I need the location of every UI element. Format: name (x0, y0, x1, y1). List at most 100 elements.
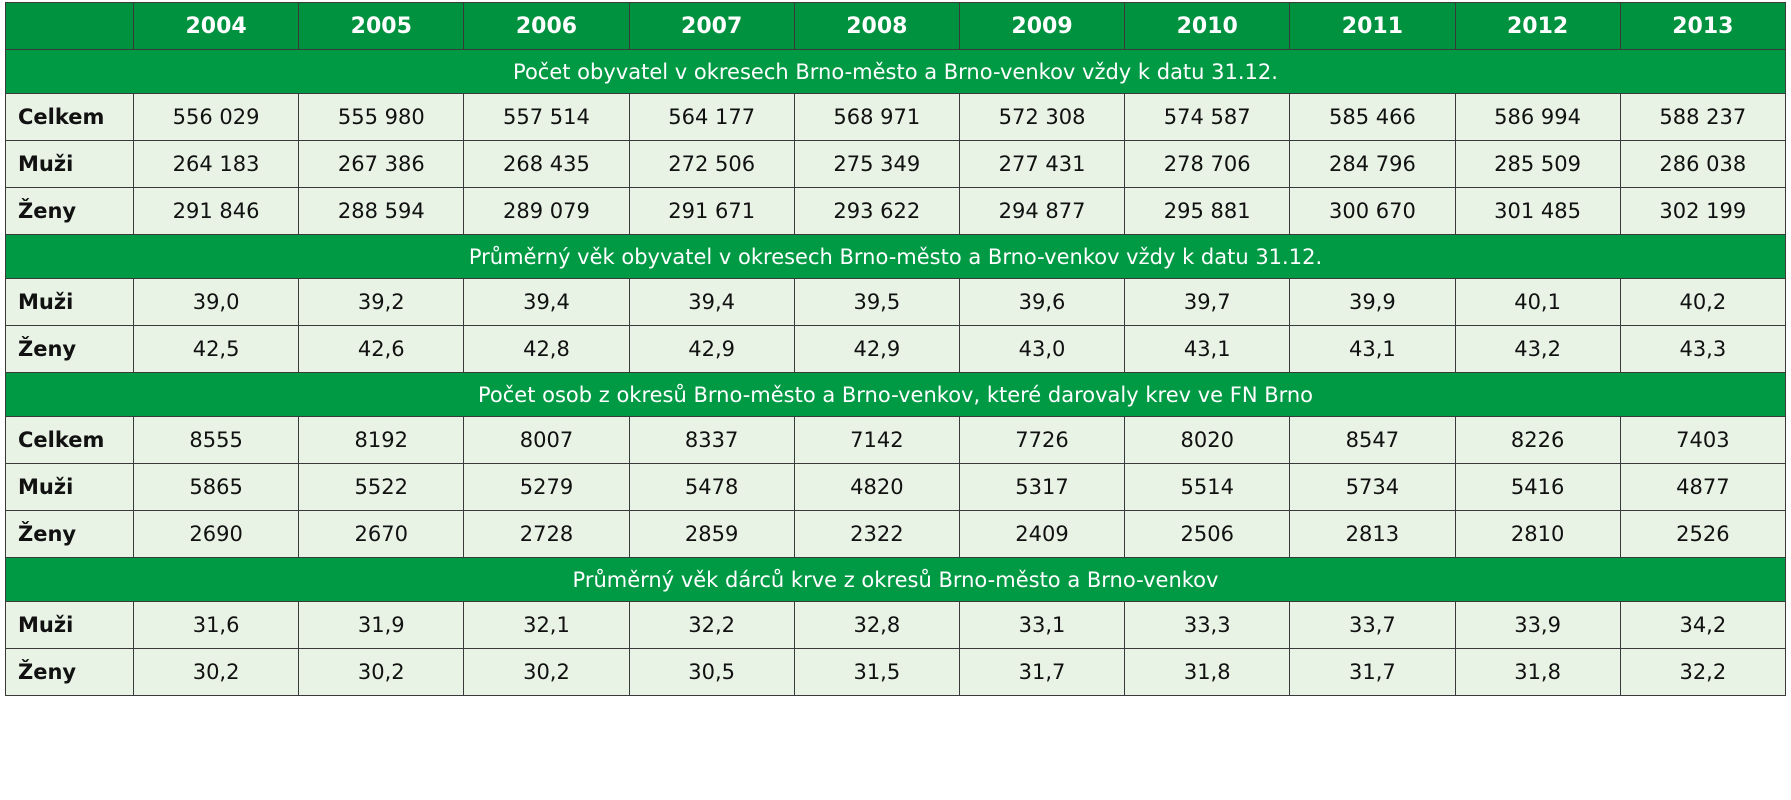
value-cell: 278 706 (1124, 140, 1291, 188)
value-cell: 555 980 (298, 93, 465, 141)
value-cell: 5279 (463, 463, 630, 511)
year-header: 2008 (793, 2, 960, 50)
data-row: Muži 5865 5522 5279 5478 4820 5317 5514 5734 5416… (5, 463, 1787, 511)
value-cell: 43,3 (1619, 325, 1787, 373)
section-title: Počet osob z okresů Brno-město a Brno-ve… (5, 372, 1786, 417)
corner-cell (5, 2, 134, 50)
value-cell: 32,2 (628, 601, 795, 649)
row-label: Muži (5, 140, 134, 188)
value-cell: 32,2 (1619, 648, 1787, 696)
value-cell: 39,9 (1289, 278, 1456, 326)
value-cell: 32,1 (463, 601, 630, 649)
row-label: Ženy (5, 510, 134, 558)
year-header: 2005 (298, 2, 465, 50)
value-cell: 286 038 (1619, 140, 1787, 188)
value-cell: 4877 (1619, 463, 1787, 511)
value-cell: 8337 (628, 416, 795, 464)
section-title: Počet obyvatel v okresech Brno-město a B… (5, 49, 1786, 94)
value-cell: 31,5 (793, 648, 960, 696)
section-title: Průměrný věk obyvatel v okresech Brno-mě… (5, 234, 1786, 279)
row-label: Celkem (5, 93, 134, 141)
value-cell: 42,6 (298, 325, 465, 373)
value-cell: 300 670 (1289, 187, 1456, 235)
value-cell: 8192 (298, 416, 465, 464)
value-cell: 556 029 (132, 93, 300, 141)
value-cell: 586 994 (1454, 93, 1621, 141)
data-row: Muži 31,6 31,9 32,1 32,2 32,8 33,1 33,3 33,7 33,9… (5, 601, 1787, 649)
year-header: 2004 (132, 2, 300, 50)
year-header: 2006 (463, 2, 630, 50)
data-row: Muži 39,0 39,2 39,4 39,4 39,5 39,6 39,7 39,9 40,1… (5, 278, 1787, 326)
value-cell: 8547 (1289, 416, 1456, 464)
value-cell: 40,1 (1454, 278, 1621, 326)
value-cell: 39,4 (463, 278, 630, 326)
row-label: Ženy (5, 187, 134, 235)
value-cell: 294 877 (958, 187, 1126, 235)
value-cell: 33,9 (1454, 601, 1621, 649)
value-cell: 39,0 (132, 278, 300, 326)
table-body: 2004 2005 2006 2007 2008 2009 2010 2011 2012 2013… (5, 2, 1787, 696)
value-cell: 272 506 (628, 140, 795, 188)
value-cell: 30,2 (132, 648, 300, 696)
value-cell: 33,3 (1124, 601, 1291, 649)
value-cell: 31,7 (958, 648, 1126, 696)
value-cell: 267 386 (298, 140, 465, 188)
year-header: 2009 (958, 2, 1126, 50)
year-header: 2012 (1454, 2, 1621, 50)
value-cell: 284 796 (1289, 140, 1456, 188)
value-cell: 275 349 (793, 140, 960, 188)
value-cell: 5514 (1124, 463, 1291, 511)
value-cell: 30,2 (298, 648, 465, 696)
value-cell: 568 971 (793, 93, 960, 141)
value-cell: 2670 (298, 510, 465, 558)
value-cell: 291 846 (132, 187, 300, 235)
value-cell: 2506 (1124, 510, 1291, 558)
data-row: Ženy 30,2 30,2 30,2 30,5 31,5 31,7 31,8 31,7 31,8… (5, 648, 1787, 696)
value-cell: 33,1 (958, 601, 1126, 649)
value-cell: 5416 (1454, 463, 1621, 511)
value-cell: 8007 (463, 416, 630, 464)
value-cell: 39,5 (793, 278, 960, 326)
data-row: Ženy 2690 2670 2728 2859 2322 2409 2506 2813 2810… (5, 510, 1787, 558)
row-label: Ženy (5, 325, 134, 373)
value-cell: 43,0 (958, 325, 1126, 373)
year-header: 2013 (1619, 2, 1787, 50)
data-table: 2004 2005 2006 2007 2008 2009 2010 2011 2012 2013… (5, 2, 1787, 696)
value-cell: 42,8 (463, 325, 630, 373)
value-cell: 42,9 (793, 325, 960, 373)
row-label: Muži (5, 463, 134, 511)
year-header: 2007 (628, 2, 795, 50)
value-cell: 5478 (628, 463, 795, 511)
value-cell: 564 177 (628, 93, 795, 141)
value-cell: 2728 (463, 510, 630, 558)
value-cell: 291 671 (628, 187, 795, 235)
row-label: Celkem (5, 416, 134, 464)
value-cell: 30,2 (463, 648, 630, 696)
value-cell: 2690 (132, 510, 300, 558)
data-row: Celkem 8555 8192 8007 8337 7142 7726 8020 8547 82… (5, 416, 1787, 464)
value-cell: 264 183 (132, 140, 300, 188)
value-cell: 285 509 (1454, 140, 1621, 188)
data-row: Ženy 291 846 288 594 289 079 291 671 293 622 2… (5, 187, 1787, 235)
value-cell: 293 622 (793, 187, 960, 235)
value-cell: 2859 (628, 510, 795, 558)
value-cell: 30,5 (628, 648, 795, 696)
value-cell: 8226 (1454, 416, 1621, 464)
value-cell: 574 587 (1124, 93, 1291, 141)
data-row: Muži 264 183 267 386 268 435 272 506 275 349 2… (5, 140, 1787, 188)
value-cell: 5522 (298, 463, 465, 511)
value-cell: 42,5 (132, 325, 300, 373)
section-row: Počet obyvatel v okresech Brno-město a B… (5, 49, 1786, 94)
year-header: 2011 (1289, 2, 1456, 50)
value-cell: 8020 (1124, 416, 1291, 464)
value-cell: 2813 (1289, 510, 1456, 558)
value-cell: 295 881 (1124, 187, 1291, 235)
value-cell: 7403 (1619, 416, 1787, 464)
row-label: Muži (5, 601, 134, 649)
value-cell: 33,7 (1289, 601, 1456, 649)
value-cell: 31,6 (132, 601, 300, 649)
value-cell: 42,9 (628, 325, 795, 373)
value-cell: 572 308 (958, 93, 1126, 141)
section-title: Průměrný věk dárců krve z okresů Brno-mě… (5, 557, 1786, 602)
